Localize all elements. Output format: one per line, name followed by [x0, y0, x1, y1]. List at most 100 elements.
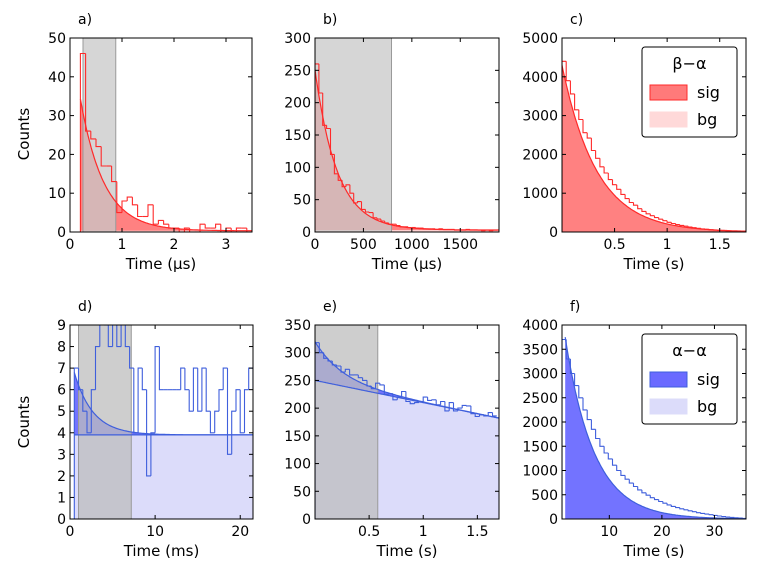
histogram-bin	[465, 405, 471, 407]
panel-label: d)	[78, 299, 92, 315]
histogram-bin	[100, 146, 107, 167]
panel-label: a)	[78, 12, 92, 28]
y-tick-label: 3500	[522, 342, 558, 358]
histogram-bin	[645, 492, 651, 496]
histogram-bin	[628, 198, 634, 204]
panel-f: 10 20 30 0 500 1000 1500 2000 2500 3000 3500 4000 Ti…	[522, 299, 747, 560]
histogram-bin	[121, 200, 128, 213]
histogram-bin	[632, 483, 638, 488]
histogram-bin	[662, 501, 668, 504]
histogram-bin	[129, 346, 134, 369]
histogram-bin	[611, 458, 617, 466]
histogram-bin	[641, 208, 647, 212]
histogram-bin	[341, 180, 346, 188]
histogram-bin	[662, 219, 668, 222]
histogram-bin	[637, 205, 642, 210]
histogram-bin	[126, 196, 133, 201]
histogram-bin	[323, 352, 328, 359]
histogram-bin	[595, 429, 600, 440]
histogram-bin	[483, 414, 489, 417]
legend-swatch	[649, 84, 688, 101]
histogram-bin	[396, 396, 402, 400]
histogram-bin	[204, 224, 211, 229]
histogram-bin	[85, 53, 91, 132]
histogram-bin	[95, 138, 102, 148]
y-tick-label: 50	[48, 31, 66, 47]
histogram-bin	[474, 413, 480, 418]
y-tick-label: 9	[57, 318, 66, 334]
histogram-bin	[611, 179, 617, 186]
histogram-bin	[691, 510, 697, 513]
histogram-bin	[131, 197, 138, 206]
histogram-bin	[86, 411, 92, 434]
histogram-bin	[414, 402, 419, 404]
plot-area	[79, 38, 252, 232]
histogram-bin	[438, 228, 443, 230]
plot-area	[315, 38, 499, 232]
panel-label: b)	[323, 12, 337, 28]
y-tick-label: 8	[57, 340, 66, 356]
histogram-bin	[90, 131, 96, 140]
histogram-bin	[318, 342, 324, 354]
histogram-bin	[465, 228, 470, 231]
y-tick-label: 2000	[522, 147, 558, 163]
y-tick-label: 2500	[522, 391, 558, 407]
ylabel-row1: Counts	[15, 108, 33, 161]
histogram-bin	[628, 479, 634, 484]
histogram-bin	[168, 224, 174, 229]
x-axis-label: Time (s)	[623, 542, 685, 560]
histogram-bin	[603, 446, 609, 454]
shaded-window	[78, 325, 132, 519]
x-tick-label: 20	[231, 524, 249, 540]
histogram-bin	[388, 393, 393, 395]
histogram-bin	[679, 224, 684, 226]
histogram-bin	[666, 503, 672, 506]
histogram-bin	[150, 432, 156, 476]
histogram-bin	[248, 367, 253, 390]
histogram-bin	[488, 230, 494, 232]
y-tick-label: 100	[284, 457, 311, 473]
histogram-bin	[687, 509, 693, 512]
histogram-bin	[590, 138, 596, 152]
histogram-bin	[362, 377, 367, 381]
histogram-bin	[349, 184, 354, 194]
histogram-bin	[124, 325, 130, 348]
histogram-bins	[562, 338, 746, 519]
histogram-bin	[407, 226, 412, 229]
histogram-bin	[214, 410, 219, 433]
histogram-bin	[607, 453, 613, 460]
histogram-bin	[645, 211, 651, 215]
histogram-bin	[415, 227, 420, 229]
histogram-bin	[418, 400, 424, 403]
histogram-bin	[461, 404, 467, 409]
y-tick-label: 2000	[522, 415, 558, 431]
histogram-bin	[620, 470, 626, 476]
panel-label: f)	[570, 299, 580, 315]
histogram-bin	[401, 390, 406, 398]
histogram-bin	[315, 63, 319, 232]
histogram-bin	[188, 389, 194, 412]
histogram-bin	[712, 514, 718, 516]
histogram-bin	[582, 119, 588, 134]
histogram-bin	[687, 226, 693, 228]
histogram-bin	[388, 222, 393, 225]
histogram-bin	[670, 222, 676, 225]
y-tick-label: 1	[57, 490, 66, 506]
histogram-bin	[133, 368, 139, 434]
histogram-bin	[478, 414, 484, 417]
fit-curve	[564, 337, 746, 519]
histogram-bin	[274, 433, 278, 455]
y-tick-label: 300	[284, 346, 311, 362]
y-tick-label: 6	[57, 383, 66, 399]
histogram-bin	[562, 60, 567, 232]
histogram-bin	[683, 225, 689, 227]
x-axis-label: Time (ms)	[123, 542, 200, 560]
histogram-bin	[435, 399, 441, 406]
plot-area	[315, 325, 499, 519]
x-axis-label: Time (s)	[623, 255, 685, 273]
x-tick-label: 0	[66, 524, 75, 540]
legend-entry: bg	[697, 110, 717, 129]
histogram-bin	[231, 410, 236, 455]
y-tick-label: 1000	[522, 464, 558, 480]
histogram-bin	[327, 358, 333, 362]
